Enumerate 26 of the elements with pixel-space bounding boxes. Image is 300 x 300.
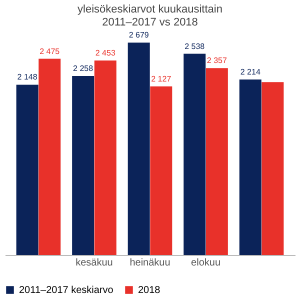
data-label: 2 679 — [128, 30, 150, 40]
text: yleisökeskiarvot kuukausittain — [78, 4, 222, 16]
bar — [150, 86, 172, 255]
data-label: 2 127 — [151, 74, 172, 84]
bar — [94, 60, 116, 255]
data-label: 2 475 — [40, 46, 60, 56]
data-label: 2 214 — [240, 67, 261, 76]
bar — [16, 84, 38, 255]
data-label: 2 453 — [95, 48, 116, 58]
bar — [184, 54, 206, 255]
data-label: 2 357 — [206, 56, 228, 66]
text: 2011–2017 vs 2018 — [102, 16, 198, 29]
data-label: 2 538 — [184, 42, 206, 51]
bar — [262, 82, 284, 255]
bar — [72, 76, 94, 255]
bar — [38, 58, 61, 255]
x-tick-label: heinäkuu — [130, 258, 170, 268]
x-tick-label: elokuu — [191, 258, 221, 268]
x-tick-label: kesäkuu — [76, 258, 113, 268]
legend-label: 2011–2017 keskiarvo — [19, 285, 114, 296]
data-label: 2 148 — [17, 72, 38, 82]
bar — [206, 68, 228, 255]
bar — [128, 42, 150, 255]
legend-label: 2018 — [138, 285, 161, 296]
data-label: 2 258 — [73, 64, 94, 73]
bar — [239, 79, 262, 255]
